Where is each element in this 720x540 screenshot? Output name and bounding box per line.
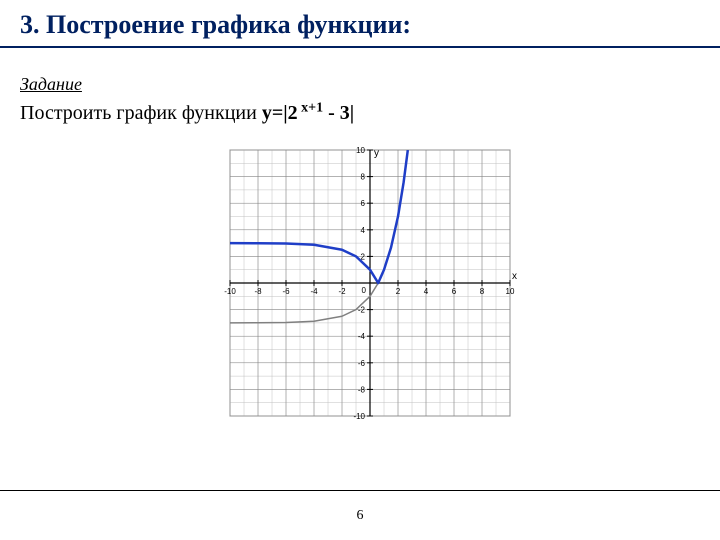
svg-text:‑4: ‑4 <box>310 287 318 296</box>
chart-container: ‑10‑8‑6‑4‑2246810‑10‑8‑6‑4‑22468100xy <box>200 140 520 440</box>
function-chart: ‑10‑8‑6‑4‑2246810‑10‑8‑6‑4‑22468100xy <box>200 140 520 430</box>
svg-text:‑8: ‑8 <box>254 287 262 296</box>
svg-text:‑10: ‑10 <box>353 412 365 421</box>
svg-text:‑6: ‑6 <box>358 359 366 368</box>
svg-text:10: 10 <box>356 146 365 155</box>
page-number: 6 <box>0 508 720 524</box>
formula-y: y=|2 <box>262 102 298 124</box>
task-prefix: Построить график функции <box>20 102 262 124</box>
svg-text:‑4: ‑4 <box>358 332 366 341</box>
formula-exp: x+1 <box>298 100 323 115</box>
footer-rule <box>0 490 720 491</box>
formula-rest: - 3| <box>323 102 354 124</box>
title-underline <box>0 46 720 48</box>
svg-text:‑6: ‑6 <box>282 287 290 296</box>
svg-text:0: 0 <box>362 286 367 295</box>
section-title: 3. Построение графика функции: <box>20 10 411 40</box>
svg-text:4: 4 <box>424 287 429 296</box>
svg-text:‑10: ‑10 <box>224 287 236 296</box>
svg-text:6: 6 <box>361 199 366 208</box>
svg-text:10: 10 <box>506 287 515 296</box>
svg-text:4: 4 <box>361 226 366 235</box>
task-text: Построить график функции y=|2 x+1 - 3| <box>20 102 354 125</box>
svg-text:2: 2 <box>396 287 401 296</box>
svg-text:‑2: ‑2 <box>338 287 346 296</box>
svg-text:y: y <box>374 148 379 159</box>
task-label: Задание <box>20 74 82 95</box>
svg-text:x: x <box>512 271 517 282</box>
svg-text:8: 8 <box>361 173 366 182</box>
svg-text:8: 8 <box>480 287 485 296</box>
svg-text:‑8: ‑8 <box>358 385 366 394</box>
svg-text:6: 6 <box>452 287 457 296</box>
